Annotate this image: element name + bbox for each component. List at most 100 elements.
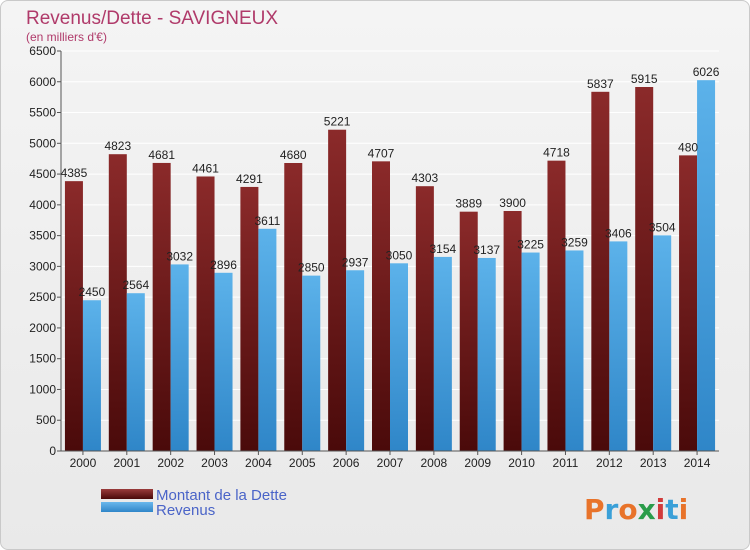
y-tick-label: 2000 [29, 321, 56, 335]
chart-title: Revenus/Dette - SAVIGNEUX [26, 8, 278, 29]
x-tick-label: 2011 [553, 456, 579, 470]
data-label-dette: 5837 [587, 77, 614, 91]
data-label-revenus: 2564 [122, 278, 149, 292]
data-label-revenus: 3137 [473, 243, 500, 257]
y-tick-label: 4500 [29, 167, 56, 181]
x-tick-label: 2006 [333, 456, 360, 470]
bar-revenus [609, 241, 628, 451]
bar-dette [64, 181, 83, 451]
data-label-revenus: 6026 [693, 65, 720, 79]
y-tick-label: 3500 [29, 229, 56, 243]
bar-revenus [170, 264, 189, 451]
bar-dette [108, 154, 127, 451]
x-tick-label: 2014 [684, 456, 711, 470]
y-tick-label: 3000 [29, 259, 56, 273]
y-tick-label: 6000 [29, 75, 56, 89]
data-label-dette: 4823 [104, 139, 131, 153]
bar-dette [415, 186, 434, 451]
y-tick-label: 6500 [29, 44, 56, 58]
data-label-dette: 5915 [631, 72, 658, 86]
legend-swatch-dette [101, 489, 153, 499]
bar-revenus [477, 257, 496, 451]
bars-layer [64, 80, 716, 452]
bar-dette [679, 155, 698, 451]
y-tick-label: 1500 [29, 352, 56, 366]
bar-revenus [346, 270, 365, 451]
data-label-revenus: 3259 [561, 235, 588, 249]
bar-dette [328, 129, 347, 451]
data-label-dette: 4461 [192, 161, 219, 175]
logo-text: Proxiti [584, 493, 688, 526]
bar-dette [503, 211, 522, 451]
bar-revenus [390, 263, 408, 451]
x-tick-label: 2010 [508, 456, 535, 470]
bar-revenus [258, 228, 277, 451]
bar-revenus [521, 252, 540, 451]
data-label-dette: 4681 [148, 148, 175, 162]
data-label-dette: 3900 [499, 196, 526, 210]
x-tick-label: 2013 [640, 456, 667, 470]
y-tick-label: 500 [36, 413, 56, 427]
data-label-revenus: 3225 [517, 238, 544, 252]
data-label-dette: 480 [678, 140, 698, 154]
data-label-dette: 4303 [412, 171, 439, 185]
proxiti-logo: Proxiti [584, 493, 688, 526]
bar-dette [459, 211, 478, 451]
data-label-revenus: 2450 [79, 285, 106, 299]
legend-label-dette: Montant de la Dette [156, 487, 287, 504]
data-label-revenus: 3032 [166, 249, 193, 263]
x-tick-label: 2008 [421, 456, 448, 470]
legend: Montant de la Dette Revenus [101, 487, 287, 519]
data-label-dette: 4680 [280, 148, 307, 162]
x-tick-label: 2012 [596, 456, 623, 470]
bar-revenus [565, 250, 584, 451]
bar-dette [284, 163, 303, 451]
y-tick-label: 5000 [29, 136, 56, 150]
data-label-dette: 4707 [368, 146, 395, 160]
data-label-dette: 5221 [324, 115, 351, 129]
data-label-revenus: 2850 [298, 261, 325, 275]
bar-revenus [653, 235, 672, 451]
bar-dette [591, 91, 610, 452]
x-tick-label: 2002 [157, 456, 184, 470]
bar-dette [152, 162, 171, 451]
data-label-revenus: 2896 [210, 258, 237, 272]
bar-revenus [126, 293, 145, 451]
x-tick-label: 2000 [70, 456, 97, 470]
x-tick-label: 2004 [245, 456, 272, 470]
data-label-dette: 3889 [455, 197, 482, 211]
y-tick-label: 2500 [29, 290, 56, 304]
y-tick-label: 5500 [29, 106, 56, 120]
data-label-revenus: 3504 [649, 220, 676, 234]
bar-revenus [302, 275, 321, 451]
x-tick-label: 2005 [289, 456, 316, 470]
bar-dette [547, 160, 566, 451]
x-tick-label: 2003 [201, 456, 228, 470]
x-tick-label: 2009 [464, 456, 491, 470]
bar-revenus [214, 272, 233, 451]
data-label-revenus: 3406 [605, 226, 632, 240]
bar-dette [635, 87, 654, 451]
bar-revenus [82, 300, 101, 451]
data-label-dette: 4291 [236, 172, 263, 186]
data-label-dette: 4385 [61, 166, 88, 180]
y-tick-label: 0 [49, 444, 56, 458]
legend-label-revenus: Revenus [156, 502, 215, 519]
bar-dette [196, 176, 215, 451]
x-tick-label: 2001 [113, 456, 140, 470]
chart-subtitle: (en milliers d'€) [26, 30, 107, 44]
bar-dette [240, 186, 259, 451]
y-tick-label: 1000 [29, 382, 56, 396]
bar-revenus [433, 256, 452, 451]
data-label-revenus: 3050 [386, 248, 413, 262]
data-label-revenus: 3154 [430, 242, 457, 256]
y-tick-label: 4000 [29, 198, 56, 212]
data-label-dette: 4718 [543, 146, 570, 160]
data-label-revenus: 3611 [254, 214, 280, 228]
labels-layer: 4385 2450 4823 2564 4681 3032 4461 2896 4291 3611… [61, 65, 720, 299]
bar-dette [372, 161, 390, 452]
bar-revenus [697, 80, 716, 452]
x-tick-label: 2007 [377, 456, 404, 470]
